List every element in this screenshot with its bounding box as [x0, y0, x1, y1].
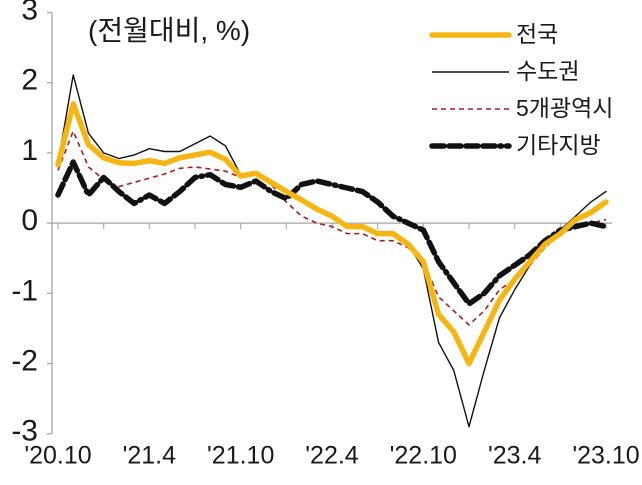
svg-text:전국: 전국: [516, 21, 558, 47]
svg-text:-2: -2: [11, 345, 38, 378]
svg-text:'23.10: '23.10: [572, 442, 639, 470]
svg-text:3: 3: [21, 0, 38, 27]
svg-text:기타지방: 기타지방: [516, 132, 601, 158]
svg-text:'21.4: '21.4: [123, 442, 177, 470]
svg-text:'21.10: '21.10: [207, 442, 274, 470]
svg-text:1: 1: [21, 134, 38, 167]
svg-text:수도권: 수도권: [516, 58, 579, 84]
svg-text:2: 2: [21, 64, 38, 97]
svg-text:'22.10: '22.10: [390, 442, 457, 470]
svg-text:'23.4: '23.4: [488, 442, 542, 470]
svg-text:'20.10: '20.10: [24, 442, 91, 470]
svg-text:0: 0: [21, 204, 38, 237]
svg-text:'22.4: '22.4: [305, 442, 359, 470]
svg-text:(전월대비, %): (전월대비, %): [88, 15, 250, 46]
svg-text:5개광역시: 5개광역시: [516, 95, 613, 121]
svg-text:-1: -1: [11, 274, 38, 307]
